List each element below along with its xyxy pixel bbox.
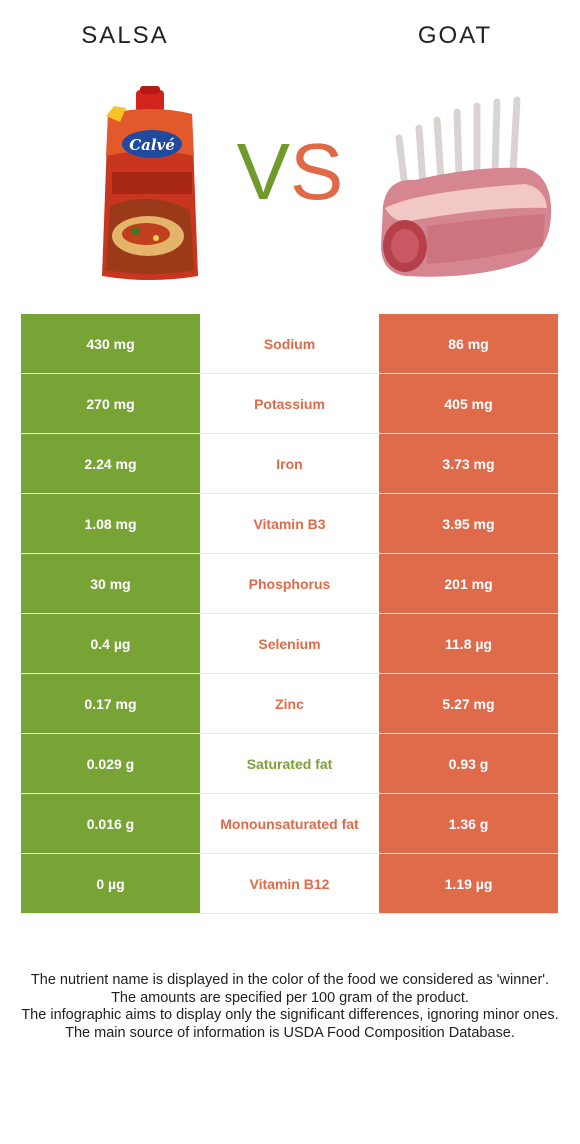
right-food-title: GOAT (417, 22, 493, 49)
right-value: 1.36 g (379, 793, 558, 854)
footer-line: The amounts are specified per 100 gram o… (111, 989, 469, 1006)
table-row: 0.029 g Saturated fat 0.93 g (21, 733, 558, 794)
table-row: 2.24 mg Iron 3.73 mg (21, 433, 558, 494)
svg-text:Calvé: Calvé (129, 136, 175, 154)
left-value: 270 mg (21, 373, 200, 434)
nutrient-name: Saturated fat (200, 733, 379, 794)
footer-line: The infographic aims to display only the… (21, 1007, 559, 1023)
table-row: 30 mg Phosphorus 201 mg (21, 553, 558, 614)
nutrient-name: Vitamin B12 (200, 853, 379, 914)
footer-line: The main source of information is USDA F… (65, 1024, 515, 1041)
right-value: 3.95 mg (379, 493, 558, 554)
right-value: 0.93 g (379, 733, 558, 794)
left-value: 430 mg (21, 314, 200, 374)
right-value: 1.19 µg (379, 853, 558, 914)
right-value: 86 mg (379, 314, 558, 374)
versus-label: VS (236, 127, 344, 216)
goat-rack-meat-image (381, 96, 552, 277)
nutrient-name: Selenium (200, 613, 379, 674)
nutrient-name: Potassium (200, 373, 379, 434)
left-value: 0 µg (21, 853, 200, 914)
nutrient-name: Vitamin B3 (200, 493, 379, 554)
right-value: 201 mg (379, 553, 558, 614)
left-value: 1.08 mg (21, 493, 200, 554)
nutrient-name: Phosphorus (200, 553, 379, 614)
right-value: 3.73 mg (379, 433, 558, 494)
left-food-title: SALSA (81, 22, 169, 49)
nutrient-name: Iron (200, 433, 379, 494)
left-value: 2.24 mg (21, 433, 200, 494)
footer-line: The nutrient name is displayed in the co… (30, 972, 550, 988)
table-row: 270 mg Potassium 405 mg (21, 373, 558, 434)
comparison-table: 430 mg Sodium 86 mg 270 mg Potassium 405 mg 2.… (21, 314, 558, 914)
nutrient-name: Monounsaturated fat (200, 793, 379, 854)
left-value: 0.029 g (21, 733, 200, 794)
table-row: 430 mg Sodium 86 mg (21, 314, 558, 374)
left-value: 0.016 g (21, 793, 200, 854)
right-value: 405 mg (379, 373, 558, 434)
nutrient-name: Sodium (200, 314, 379, 374)
table-row: 1.08 mg Vitamin B3 3.95 mg (21, 493, 558, 554)
salsa-pouch-image: Calvé (102, 86, 198, 280)
left-value: 0.4 µg (21, 613, 200, 674)
table-row: 0.4 µg Selenium 11.8 µg (21, 613, 558, 674)
left-value: 30 mg (21, 553, 200, 614)
right-value: 11.8 µg (379, 613, 558, 674)
left-value: 0.17 mg (21, 673, 200, 734)
nutrient-name: Zinc (200, 673, 379, 734)
table-row: 0.016 g Monounsaturated fat 1.36 g (21, 793, 558, 854)
table-row: 0 µg Vitamin B12 1.19 µg (21, 853, 558, 914)
footer-notes: The nutrient name is displayed in the co… (20, 972, 560, 1042)
table-row: 0.17 mg Zinc 5.27 mg (21, 673, 558, 734)
right-value: 5.27 mg (379, 673, 558, 734)
